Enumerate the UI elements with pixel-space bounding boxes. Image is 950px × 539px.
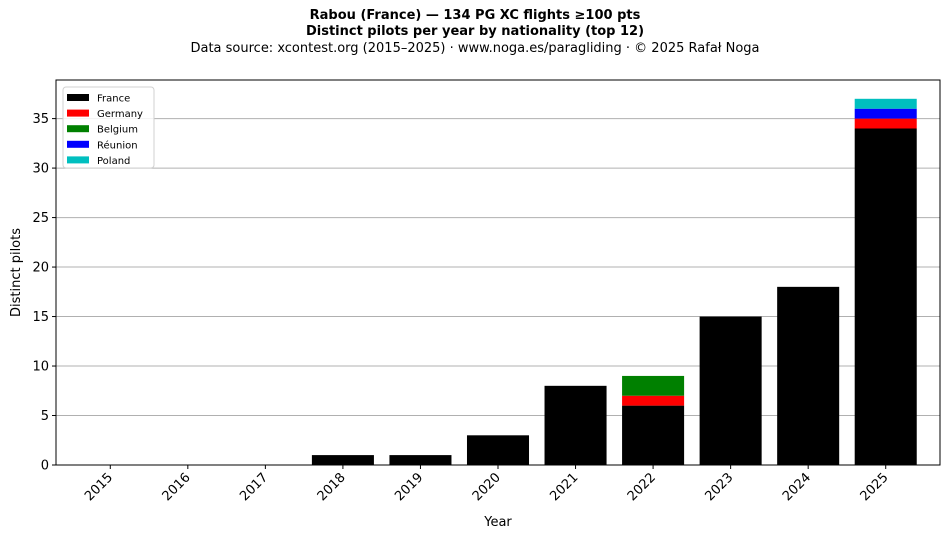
legend-label: Réunion bbox=[97, 139, 138, 151]
bar-segment bbox=[854, 128, 917, 465]
bar-segment bbox=[622, 375, 685, 396]
bar-segment bbox=[544, 385, 607, 465]
y-tick-label: 0 bbox=[41, 459, 49, 474]
y-gridlines bbox=[56, 118, 940, 417]
x-axis-label: Year bbox=[483, 515, 512, 530]
x-axis: 2015 2016 2017 2018 2019 2020 2021 2022 2023 2024… bbox=[82, 465, 892, 504]
bar-segment bbox=[622, 405, 685, 465]
chart-title: Rabou (France) — 134 PG XC flights ≥100 … bbox=[309, 8, 641, 23]
y-axis-label: Distinct pilots bbox=[9, 228, 24, 317]
x-tick-label: 2016 bbox=[160, 470, 194, 504]
legend: France Germany Belgium Réunion Poland bbox=[62, 86, 155, 169]
x-tick-label: 2021 bbox=[547, 470, 581, 504]
bar-segment bbox=[699, 316, 762, 465]
x-tick-label: 2019 bbox=[392, 470, 426, 504]
bar-segment bbox=[622, 395, 685, 406]
x-tick-label: 2018 bbox=[315, 470, 349, 504]
legend-label: France bbox=[97, 94, 130, 105]
legend-swatch bbox=[67, 109, 89, 117]
x-tick-label: 2025 bbox=[858, 470, 892, 504]
legend-label: Poland bbox=[97, 156, 130, 167]
bar-segment bbox=[466, 435, 530, 465]
chart-title-line2: Distinct pilots per year by nationality … bbox=[305, 24, 645, 39]
x-tick-label: 2015 bbox=[82, 470, 116, 504]
y-axis: 0 5 10 15 20 25 30 35 bbox=[32, 112, 56, 474]
bars bbox=[311, 98, 917, 465]
x-tick-label: 2023 bbox=[702, 470, 736, 504]
x-tick-label: 2022 bbox=[625, 470, 659, 504]
bar-segment bbox=[854, 118, 917, 129]
y-tick-label: 10 bbox=[32, 360, 49, 375]
chart-subtitle: Data source: xcontest.org (2015–2025) · … bbox=[190, 41, 760, 56]
legend-swatch bbox=[67, 94, 89, 101]
bar-segment bbox=[777, 286, 840, 465]
legend-swatch bbox=[67, 125, 89, 133]
legend-swatch bbox=[67, 140, 89, 148]
bar-segment bbox=[854, 98, 917, 109]
y-tick-label: 25 bbox=[32, 211, 49, 226]
x-tick-label: 2024 bbox=[780, 470, 814, 504]
legend-label: Belgium bbox=[97, 125, 138, 136]
legend-swatch bbox=[67, 156, 89, 164]
chart-titles: Rabou (France) — 134 PG XC flights ≥100 … bbox=[0, 8, 950, 57]
bar-segment bbox=[311, 455, 374, 465]
legend-label: Germany bbox=[97, 109, 143, 120]
y-tick-label: 30 bbox=[32, 162, 49, 177]
x-tick-label: 2017 bbox=[237, 470, 271, 504]
y-tick-label: 20 bbox=[32, 261, 49, 276]
bar-segment bbox=[854, 108, 917, 119]
y-tick-label: 5 bbox=[41, 409, 49, 424]
y-tick-label: 35 bbox=[32, 112, 49, 127]
bar-segment bbox=[389, 455, 452, 465]
y-tick-label: 15 bbox=[32, 310, 49, 325]
x-tick-label: 2020 bbox=[470, 470, 504, 504]
